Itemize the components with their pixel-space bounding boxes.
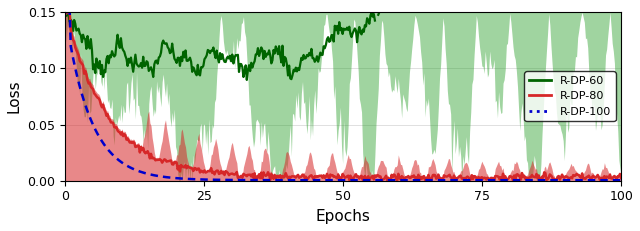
X-axis label: Epochs: Epochs [316,209,371,224]
Legend: R-DP-60, R-DP-80, R-DP-100: R-DP-60, R-DP-80, R-DP-100 [524,71,616,121]
Y-axis label: Loss: Loss [7,79,22,113]
